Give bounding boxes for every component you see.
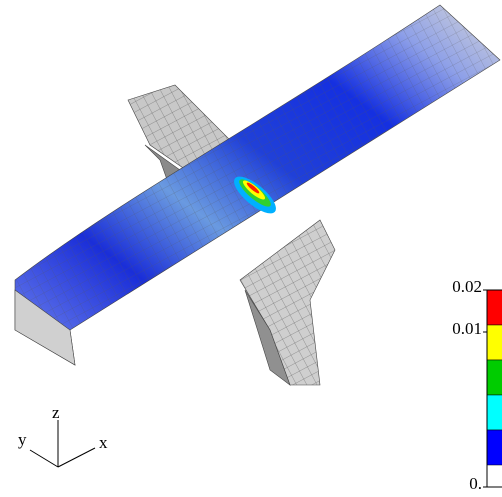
model — [15, 5, 500, 385]
colorbar-tick-label: 0. — [469, 474, 482, 493]
triad-axis — [58, 448, 95, 467]
axis-triad: z y x — [18, 403, 108, 467]
page: {"colorbar": {"ticks": [0.02, 0.01, {"va… — [0, 0, 502, 497]
colorbar-band — [487, 360, 502, 395]
colorbar-tick-label: 0.02 — [452, 277, 482, 296]
triad-label: y — [18, 430, 27, 449]
fin-mesh — [240, 220, 335, 385]
triad-label: z — [52, 403, 60, 422]
colorbar-band — [487, 430, 502, 465]
colorbar-band — [487, 395, 502, 430]
colorbar: 0.02 0.01 0. — [452, 277, 502, 493]
triad-axis — [30, 450, 58, 467]
colorbar-band — [487, 290, 502, 325]
triad-label: x — [99, 433, 108, 452]
colorbar-tick-label: 0.01 — [452, 319, 482, 338]
fem-view: z y x 0.02 0.01 0. — [0, 0, 502, 497]
colorbar-band — [487, 325, 502, 360]
